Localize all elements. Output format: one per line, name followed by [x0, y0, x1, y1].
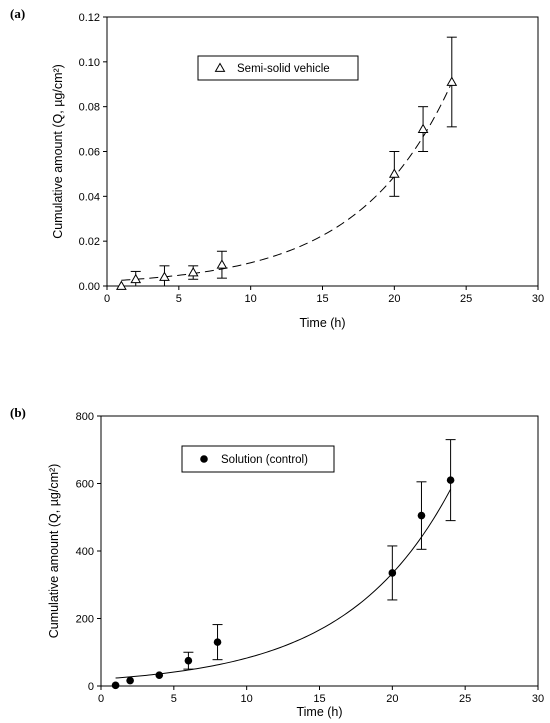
- legend-label: Solution (control): [221, 454, 308, 466]
- y-tick-label: 0.06: [79, 147, 100, 159]
- x-tick-label: 25: [459, 693, 471, 705]
- x-tick-label: 20: [386, 693, 398, 705]
- data-point: [388, 168, 400, 178]
- x-tick-label: 15: [313, 693, 325, 705]
- x-tick-label: 0: [104, 293, 110, 305]
- x-axis-label: Time (h): [299, 316, 345, 330]
- data-point: [116, 280, 127, 290]
- x-tick-label: 30: [532, 693, 544, 705]
- y-tick-label: 800: [76, 411, 94, 423]
- data-point: [187, 267, 199, 277]
- data-point: [130, 273, 142, 284]
- x-tick-label: 25: [460, 293, 472, 305]
- x-tick-label: 30: [532, 293, 544, 305]
- legend: Solution (control): [181, 445, 335, 473]
- panel-label: (b): [10, 405, 26, 420]
- data-point: [417, 123, 429, 133]
- y-tick-label: 0.04: [79, 191, 100, 203]
- legend: Semi-solid vehicle: [197, 55, 359, 81]
- panel-b: (b) 0 5 10 15 20 25 30 0 200 400 600 800 Time (h) Cumu…: [10, 405, 544, 719]
- data-point: [446, 76, 458, 86]
- legend-box: [197, 55, 359, 81]
- panel-a: (a) 0 5 10 15 20 25 30 0.00 0.02 0.04 0.06 0.08 0.10 0…: [10, 6, 544, 330]
- fit-curve: [115, 488, 452, 679]
- data-point: [111, 681, 120, 690]
- y-tick-label: 0.12: [79, 12, 100, 24]
- x-tick-label: 10: [241, 693, 253, 705]
- x-tick-label: 15: [316, 293, 328, 305]
- y-tick-label: 200: [76, 614, 94, 626]
- x-tick-label: 20: [388, 293, 400, 305]
- y-tick-label: 400: [76, 546, 94, 558]
- y-tick-label: 0.08: [79, 102, 100, 114]
- legend-label: Semi-solid vehicle: [237, 63, 330, 75]
- y-axis-label: Cumulative amount (Q, µg/cm²): [47, 464, 61, 639]
- data-point: [216, 259, 228, 269]
- y-tick-label: 0.10: [79, 57, 100, 69]
- y-tick-label: 0.02: [79, 236, 100, 248]
- data-point: [126, 676, 134, 685]
- x-tick-label: 10: [245, 293, 257, 305]
- data-point: [446, 476, 455, 484]
- data-point: [388, 569, 397, 577]
- x-tick-label: 5: [171, 693, 177, 705]
- y-tick-label: 0.00: [79, 281, 100, 293]
- data-point: [213, 638, 222, 646]
- fit-curve: [121, 82, 453, 281]
- data-point: [417, 511, 426, 520]
- y-tick-label: 600: [76, 479, 94, 491]
- x-tick-label: 0: [98, 693, 104, 705]
- data-point: [184, 656, 193, 665]
- panel-label: (a): [10, 6, 25, 21]
- x-axis-label: Time (h): [296, 705, 342, 719]
- y-axis-label: Cumulative amount (Q, µg/cm²): [51, 64, 65, 239]
- data-point: [159, 271, 170, 281]
- y-tick-label: 0: [88, 681, 94, 693]
- legend-marker: [214, 62, 226, 72]
- x-tick-label: 5: [176, 293, 182, 305]
- data-point: [155, 671, 164, 679]
- legend-marker: [200, 455, 208, 463]
